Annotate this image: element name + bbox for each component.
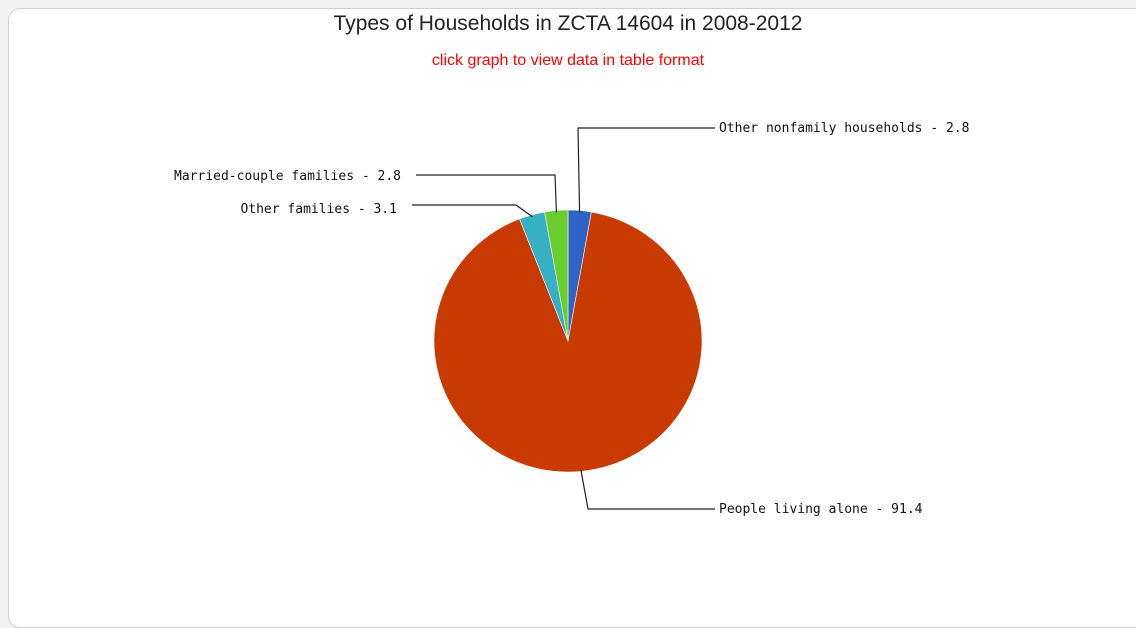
leader-line: [580, 469, 715, 510]
pie-chart[interactable]: Other nonfamily households - 2.8 People l…: [0, 0, 1136, 613]
leader-line: [577, 127, 715, 213]
slice-label: Other nonfamily households - 2.8: [719, 121, 969, 136]
slice-label: People living alone - 91.4: [719, 502, 923, 517]
chart-title: Types of Households in ZCTA 14604 in 200…: [333, 12, 803, 35]
table-format-link[interactable]: click graph to view data in table format: [431, 52, 705, 69]
slice-label: Married-couple families - 2.8: [174, 169, 401, 184]
leader-line: [416, 174, 558, 213]
leader-line: [412, 204, 533, 218]
slice-label: Other families - 3.1: [240, 202, 397, 217]
